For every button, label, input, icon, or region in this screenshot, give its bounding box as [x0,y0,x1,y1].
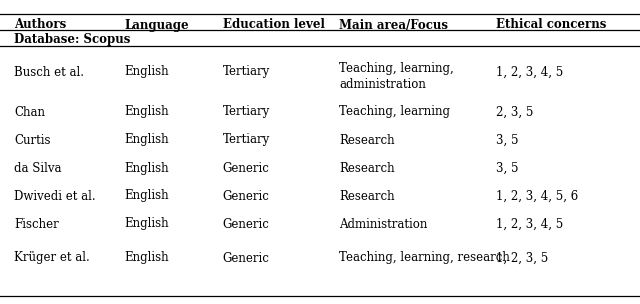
Text: Dwivedi et al.: Dwivedi et al. [14,189,96,202]
Text: 2, 3, 5: 2, 3, 5 [496,105,533,119]
Text: Generic: Generic [223,217,269,230]
Text: da Silva: da Silva [14,161,61,174]
Text: 3, 5: 3, 5 [496,161,518,174]
Text: Tertiary: Tertiary [223,133,270,147]
Text: Main area/Focus: Main area/Focus [339,19,448,32]
Text: Fischer: Fischer [14,217,59,230]
Text: Busch et al.: Busch et al. [14,65,84,78]
Text: Research: Research [339,161,395,174]
Text: Teaching, learning, research: Teaching, learning, research [339,251,510,264]
Text: 1, 2, 3, 4, 5, 6: 1, 2, 3, 4, 5, 6 [496,189,579,202]
Text: Research: Research [339,189,395,202]
Text: Chan: Chan [14,105,45,119]
Text: Generic: Generic [223,251,269,264]
Text: English: English [125,133,170,147]
Text: Language: Language [125,19,189,32]
Text: Administration: Administration [339,217,428,230]
Text: 1, 2, 3, 4, 5: 1, 2, 3, 4, 5 [496,217,563,230]
Text: English: English [125,65,170,78]
Text: Teaching, learning,: Teaching, learning, [339,62,454,75]
Text: 3, 5: 3, 5 [496,133,518,147]
Text: Teaching, learning: Teaching, learning [339,105,450,119]
Text: Krüger et al.: Krüger et al. [14,251,90,264]
Text: Database: Scopus: Database: Scopus [14,33,131,47]
Text: English: English [125,161,170,174]
Text: 1, 2, 3, 4, 5: 1, 2, 3, 4, 5 [496,65,563,78]
Text: Research: Research [339,133,395,147]
Text: Tertiary: Tertiary [223,105,270,119]
Text: administration: administration [339,78,426,91]
Text: Ethical concerns: Ethical concerns [496,19,606,32]
Text: 1, 2, 3, 5: 1, 2, 3, 5 [496,251,548,264]
Text: Education level: Education level [223,19,324,32]
Text: English: English [125,217,170,230]
Text: Generic: Generic [223,189,269,202]
Text: Authors: Authors [14,19,67,32]
Text: English: English [125,251,170,264]
Text: Generic: Generic [223,161,269,174]
Text: Tertiary: Tertiary [223,65,270,78]
Text: English: English [125,105,170,119]
Text: English: English [125,189,170,202]
Text: Curtis: Curtis [14,133,51,147]
